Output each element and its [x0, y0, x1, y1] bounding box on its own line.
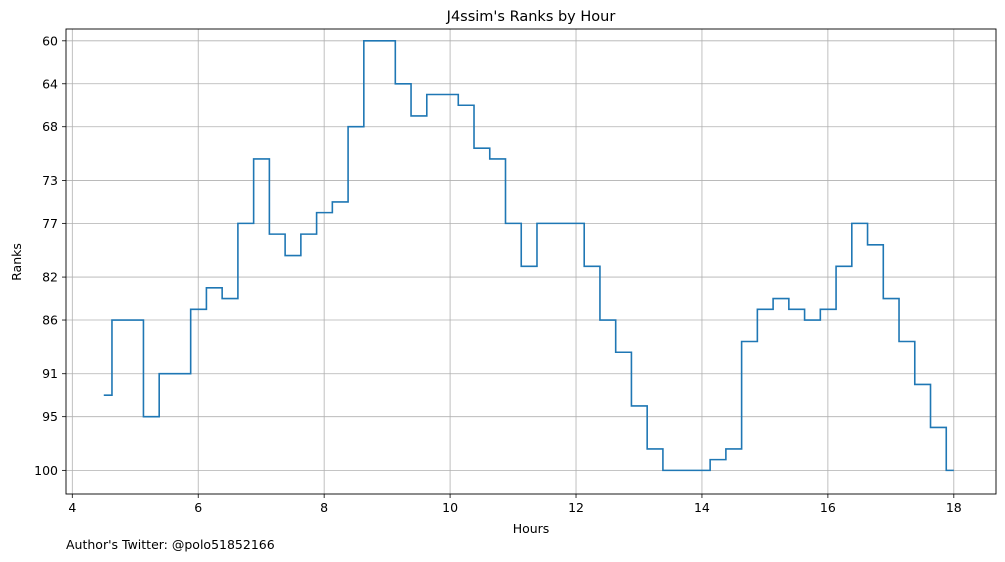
x-axis-label: Hours [513, 521, 550, 536]
x-tick-label: 8 [320, 500, 328, 515]
y-tick-label: 60 [42, 33, 58, 48]
x-tick-label: 6 [194, 500, 202, 515]
y-tick-label: 82 [42, 270, 58, 285]
x-axis-ticks: 4 6 8 10 12 14 16 18 [68, 494, 962, 515]
y-tick-label: 77 [42, 216, 58, 231]
x-tick-label: 12 [568, 500, 584, 515]
y-tick-label: 64 [42, 76, 58, 91]
y-tick-label: 68 [42, 119, 58, 134]
x-tick-label: 4 [68, 500, 76, 515]
x-tick-label: 10 [442, 500, 458, 515]
x-tick-label: 14 [694, 500, 710, 515]
x-tick-label: 16 [820, 500, 836, 515]
y-axis-ticks: 60 64 68 73 77 82 86 91 95 100 [34, 33, 66, 478]
y-tick-label: 91 [42, 366, 58, 381]
author-credit: Author's Twitter: @polo51852166 [66, 537, 275, 552]
grid [66, 29, 996, 494]
x-tick-label: 18 [946, 500, 962, 515]
plot-area [65, 28, 997, 495]
y-axis-label: Ranks [9, 243, 24, 281]
y-tick-label: 86 [42, 313, 58, 328]
y-tick-label: 73 [42, 173, 58, 188]
y-tick-label: 100 [34, 463, 58, 478]
series-rank-line [103, 40, 954, 472]
y-tick-label: 95 [42, 409, 58, 424]
chart-title: J4ssim's Ranks by Hour [446, 9, 616, 25]
